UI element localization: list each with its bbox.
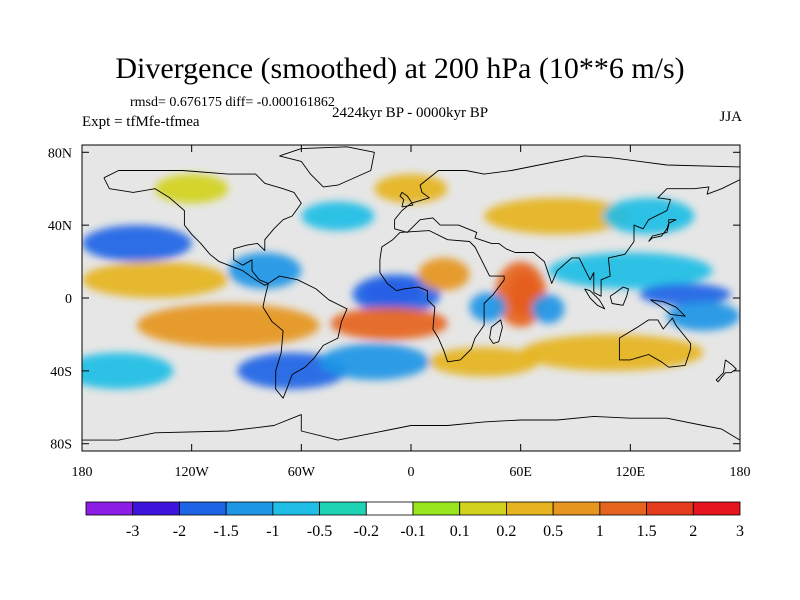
colorbar-swatch bbox=[225, 501, 274, 516]
colorbar-swatch bbox=[179, 501, 227, 516]
anomaly-blob-16 bbox=[301, 201, 375, 231]
colorbar-label: 1.5 bbox=[637, 523, 657, 540]
colorbar-label: 1 bbox=[596, 523, 604, 540]
colorbar-label: -1 bbox=[266, 523, 279, 540]
colorbar-label: 0.1 bbox=[450, 523, 470, 540]
anomaly-blob-12 bbox=[548, 252, 713, 289]
coastline-eurasia bbox=[394, 155, 740, 297]
anomaly-blob-15 bbox=[484, 197, 631, 235]
anomaly-blob-21 bbox=[228, 252, 302, 289]
x-tick-label: 60W bbox=[288, 465, 316, 480]
plot-title: Divergence (smoothed) at 200 hPa (10**6 … bbox=[115, 52, 685, 85]
anomaly-blob-10 bbox=[82, 261, 229, 298]
y-tick-label: 40S bbox=[50, 365, 72, 380]
colorbar-label: -0.2 bbox=[354, 523, 379, 540]
coastline-australia bbox=[618, 317, 692, 368]
coastline-new-zealand bbox=[715, 359, 737, 383]
x-tick-label: 120E bbox=[616, 465, 646, 480]
anomaly-blob-23 bbox=[155, 174, 229, 204]
y-tick-label: 40N bbox=[48, 219, 72, 234]
anomaly-blob-5 bbox=[531, 294, 565, 324]
colorbar-swatch bbox=[319, 501, 367, 516]
longitude-axis: 180 120W 60W 0 60E 120E 180 bbox=[72, 145, 751, 480]
anomaly-blob-24 bbox=[374, 174, 448, 204]
divergence-contour-fill bbox=[82, 174, 740, 390]
colorbar-label: 2 bbox=[689, 523, 697, 540]
coastline-south-america bbox=[262, 275, 348, 399]
y-tick-label: 80S bbox=[50, 438, 72, 453]
coastlines bbox=[82, 146, 740, 441]
x-tick-label: 180 bbox=[730, 465, 751, 480]
colorbar-swatch bbox=[692, 501, 741, 516]
y-tick-label: 0 bbox=[65, 292, 72, 307]
colorbar-label: -0.1 bbox=[400, 523, 425, 540]
anomaly-blob-17 bbox=[666, 301, 740, 331]
x-tick-label: 0 bbox=[408, 465, 415, 480]
coastline-sumatra bbox=[584, 288, 606, 310]
colorbar-label: -0.5 bbox=[307, 523, 332, 540]
experiment-label: Expt = tfMfe-tfmea bbox=[82, 114, 200, 130]
coastline-north-america bbox=[103, 170, 302, 286]
colorbar-swatch bbox=[412, 501, 461, 516]
time-period-label: 2424kyr BP - 0000kyr BP bbox=[331, 105, 489, 121]
anomaly-blob-14 bbox=[520, 334, 704, 371]
x-tick-label: 120W bbox=[175, 465, 210, 480]
anomaly-blob-13 bbox=[639, 283, 731, 306]
coastline-borneo bbox=[609, 286, 629, 306]
anomaly-blob-11 bbox=[136, 303, 320, 348]
coastline-greenland bbox=[279, 146, 375, 188]
x-tick-label: 180 bbox=[72, 465, 93, 480]
coastline-madagascar bbox=[489, 319, 503, 344]
colorbar-swatch bbox=[552, 501, 601, 516]
colorbar-swatch bbox=[646, 501, 694, 516]
coastline-new-guinea bbox=[650, 299, 686, 317]
anomaly-blob-4 bbox=[469, 292, 507, 322]
colorbar-label: -1.5 bbox=[213, 523, 238, 540]
rmsd-diff-label: rmsd= 0.676175 diff= -0.000161862 bbox=[130, 95, 335, 110]
colorbar-swatch bbox=[599, 501, 647, 516]
anomaly-blob-22 bbox=[602, 197, 695, 235]
coastline-britain bbox=[399, 191, 414, 208]
colorbar-swatch bbox=[272, 501, 320, 516]
colorbar-label: 3 bbox=[736, 523, 744, 540]
season-label: JJA bbox=[719, 109, 742, 125]
anomaly-blob-6 bbox=[330, 307, 448, 340]
colorbar-swatch bbox=[85, 501, 134, 516]
anomaly-blob-19 bbox=[429, 347, 539, 377]
colorbar-swatch bbox=[132, 501, 180, 516]
coastline-africa bbox=[379, 230, 505, 363]
anomaly-blob-9 bbox=[82, 225, 192, 262]
anomaly-blob-18 bbox=[319, 343, 430, 380]
colorbar-swatch bbox=[459, 501, 507, 516]
anomaly-blob-20 bbox=[82, 352, 174, 390]
colorbar-label: -3 bbox=[126, 523, 139, 540]
colorbar-label: 0.2 bbox=[496, 523, 516, 540]
coastline-antarctica bbox=[82, 414, 740, 441]
y-tick-label: 80N bbox=[48, 146, 72, 161]
colorbar-label: 0.5 bbox=[543, 523, 563, 540]
colorbar-label: -2 bbox=[173, 523, 186, 540]
colorbar-swatch bbox=[506, 501, 554, 516]
anomaly-blob-1 bbox=[352, 274, 441, 315]
coastline-japan bbox=[648, 219, 677, 242]
colorbar-swatch bbox=[365, 501, 414, 516]
colorbar: -3 -2 -1.5 -1 -0.5 -0.2 -0.1 0.1 0.2 0.5 1 1.5 2 3 bbox=[85, 501, 744, 540]
x-tick-label: 60E bbox=[509, 465, 532, 480]
anomaly-blob-7 bbox=[418, 257, 470, 291]
latitude-axis: 80N 40N 0 40S 80S bbox=[48, 146, 740, 453]
